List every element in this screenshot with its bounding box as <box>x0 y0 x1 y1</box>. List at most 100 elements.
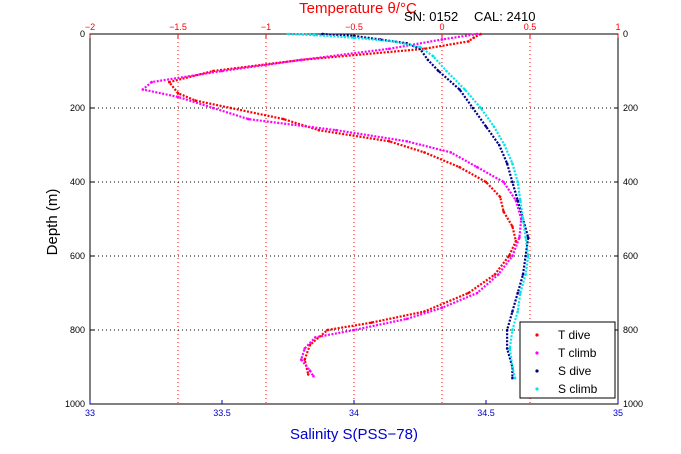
series-t-dive-point <box>458 165 461 169</box>
series-t-climb-point <box>440 38 444 41</box>
series-t-dive-point <box>229 106 233 110</box>
series-s-climb-point <box>313 33 316 37</box>
series-t-climb-point <box>449 151 453 154</box>
series-t-dive-point <box>326 328 329 332</box>
legend-label-s-dive: S dive <box>558 364 592 378</box>
series-s-dive-point <box>471 106 475 110</box>
temperature-tick-label: −1.5 <box>169 22 187 32</box>
series-t-climb-point <box>387 47 391 51</box>
series-s-dive-point <box>505 162 509 165</box>
series-s-climb-point <box>352 36 356 39</box>
temperature-axis: −2 −1.5 −1 −0.5 0 0.5 1 <box>85 22 621 38</box>
series-t-climb-point <box>220 69 224 73</box>
series-s-climb-point <box>516 310 519 313</box>
series-s-climb-point <box>463 88 467 91</box>
series-t-climb-point <box>211 106 215 110</box>
series-s-dive-point <box>352 34 356 38</box>
series-t-dive-point <box>308 343 312 347</box>
series-s-climb-point <box>418 45 422 49</box>
series-t-climb-point <box>150 80 153 84</box>
series-t-dive-point <box>176 91 180 95</box>
series-t-climb-point <box>440 306 444 310</box>
temperature-tick-label: −0.5 <box>345 22 363 32</box>
legend-label-t-climb: T climb <box>558 346 597 360</box>
depth-tick-label: 200 <box>70 103 85 113</box>
series-s-climb-point <box>524 273 527 276</box>
series-t-dive-point <box>467 40 470 43</box>
series-t-climb-line <box>141 32 523 377</box>
series-t-dive-point <box>507 254 511 258</box>
series-t-climb-point <box>405 317 409 321</box>
depth-axis: 0 0 200 200 400 400 600 600 800 800 1000 1000 <box>65 29 643 409</box>
series-s-climb-point <box>392 40 395 43</box>
legend-label-s-climb: S climb <box>558 382 598 396</box>
series-t-climb-point <box>247 117 250 121</box>
depth-tick-label-right: 800 <box>623 325 638 335</box>
series-t-climb-point <box>475 165 479 169</box>
series-t-dive-point <box>493 273 497 276</box>
series-t-climb-point <box>335 128 338 132</box>
series-t-dive-point <box>282 117 285 121</box>
series-t-dive-point <box>467 291 470 295</box>
series-t-climb-point <box>312 374 315 378</box>
series-s-climb-point <box>286 32 290 36</box>
depth-tick-label-right: 400 <box>623 177 638 187</box>
series-s-climb-point <box>524 236 527 239</box>
salinity-tick-label: 34.5 <box>477 408 495 418</box>
series-t-climb-point <box>475 32 479 36</box>
salinity-tick-label: 34 <box>349 408 359 418</box>
series-s-dive-point <box>505 328 509 332</box>
depth-tick-label: 1000 <box>65 399 85 409</box>
temperature-tick-label: −1 <box>261 22 271 32</box>
series-t-climb-point <box>475 291 479 295</box>
series-s-climb-point <box>511 365 514 369</box>
series-s-dive-point <box>526 236 530 239</box>
depth-axis-title: Depth (m) <box>44 189 61 256</box>
series-s-climb-point <box>508 347 512 350</box>
salinity-tick-label: 33 <box>85 408 95 418</box>
depth-tick-label: 800 <box>70 325 85 335</box>
series-s-dive-point <box>321 32 324 36</box>
series-t-climb-point <box>176 95 180 99</box>
series-s-climb-point <box>526 254 530 258</box>
series-t-dive-point <box>317 128 321 132</box>
series-t-climb-point <box>511 254 514 258</box>
series-s-dive-point <box>458 88 461 91</box>
series-t-dive-point <box>479 32 483 36</box>
series-t-climb-point <box>497 273 500 276</box>
series-s-climb-point <box>431 54 435 58</box>
series-s-dive-point <box>437 69 440 73</box>
series-t-dive-point <box>472 36 475 39</box>
series-s-dive-point <box>497 143 501 147</box>
series-t-dive-point <box>498 195 502 199</box>
series-s-dive-point <box>524 254 527 258</box>
temperature-tick-label: 0.5 <box>524 22 537 32</box>
series-group <box>141 32 530 380</box>
series-s-climb-point <box>511 162 514 165</box>
series-s-dive-point <box>516 291 519 295</box>
temperature-axis-title: Temperature θ/°C <box>299 0 417 17</box>
series-s-dive-point <box>521 273 525 276</box>
serial-number: SN: 0152 <box>404 9 458 24</box>
series-s-climb-point <box>503 143 506 147</box>
legend[interactable]: T dive T climb S dive S climb <box>519 321 616 399</box>
series-t-climb-point <box>308 369 312 373</box>
depth-tick-label: 0 <box>80 29 85 39</box>
series-s-climb-point <box>519 291 522 295</box>
series-s-dive-point <box>426 58 430 62</box>
series-t-dive-point <box>514 239 518 243</box>
series-t-dive-point <box>303 358 307 361</box>
series-s-dive-point <box>505 347 509 350</box>
series-t-climb-point <box>502 180 505 184</box>
depth-tick-label-right: 200 <box>623 103 638 113</box>
series-s-climb-point <box>513 376 517 380</box>
series-s-climb-point <box>521 217 525 221</box>
salinity-tick-label: 33.5 <box>213 408 231 418</box>
series-s-climb-point <box>445 69 448 73</box>
series-t-dive-point <box>484 180 488 184</box>
series-s-climb-point <box>519 199 522 202</box>
series-t-dive-point <box>306 373 310 376</box>
series-t-climb-point <box>352 328 356 332</box>
legend-label-t-dive: T dive <box>558 328 591 342</box>
series-s-dive-point <box>516 199 519 202</box>
